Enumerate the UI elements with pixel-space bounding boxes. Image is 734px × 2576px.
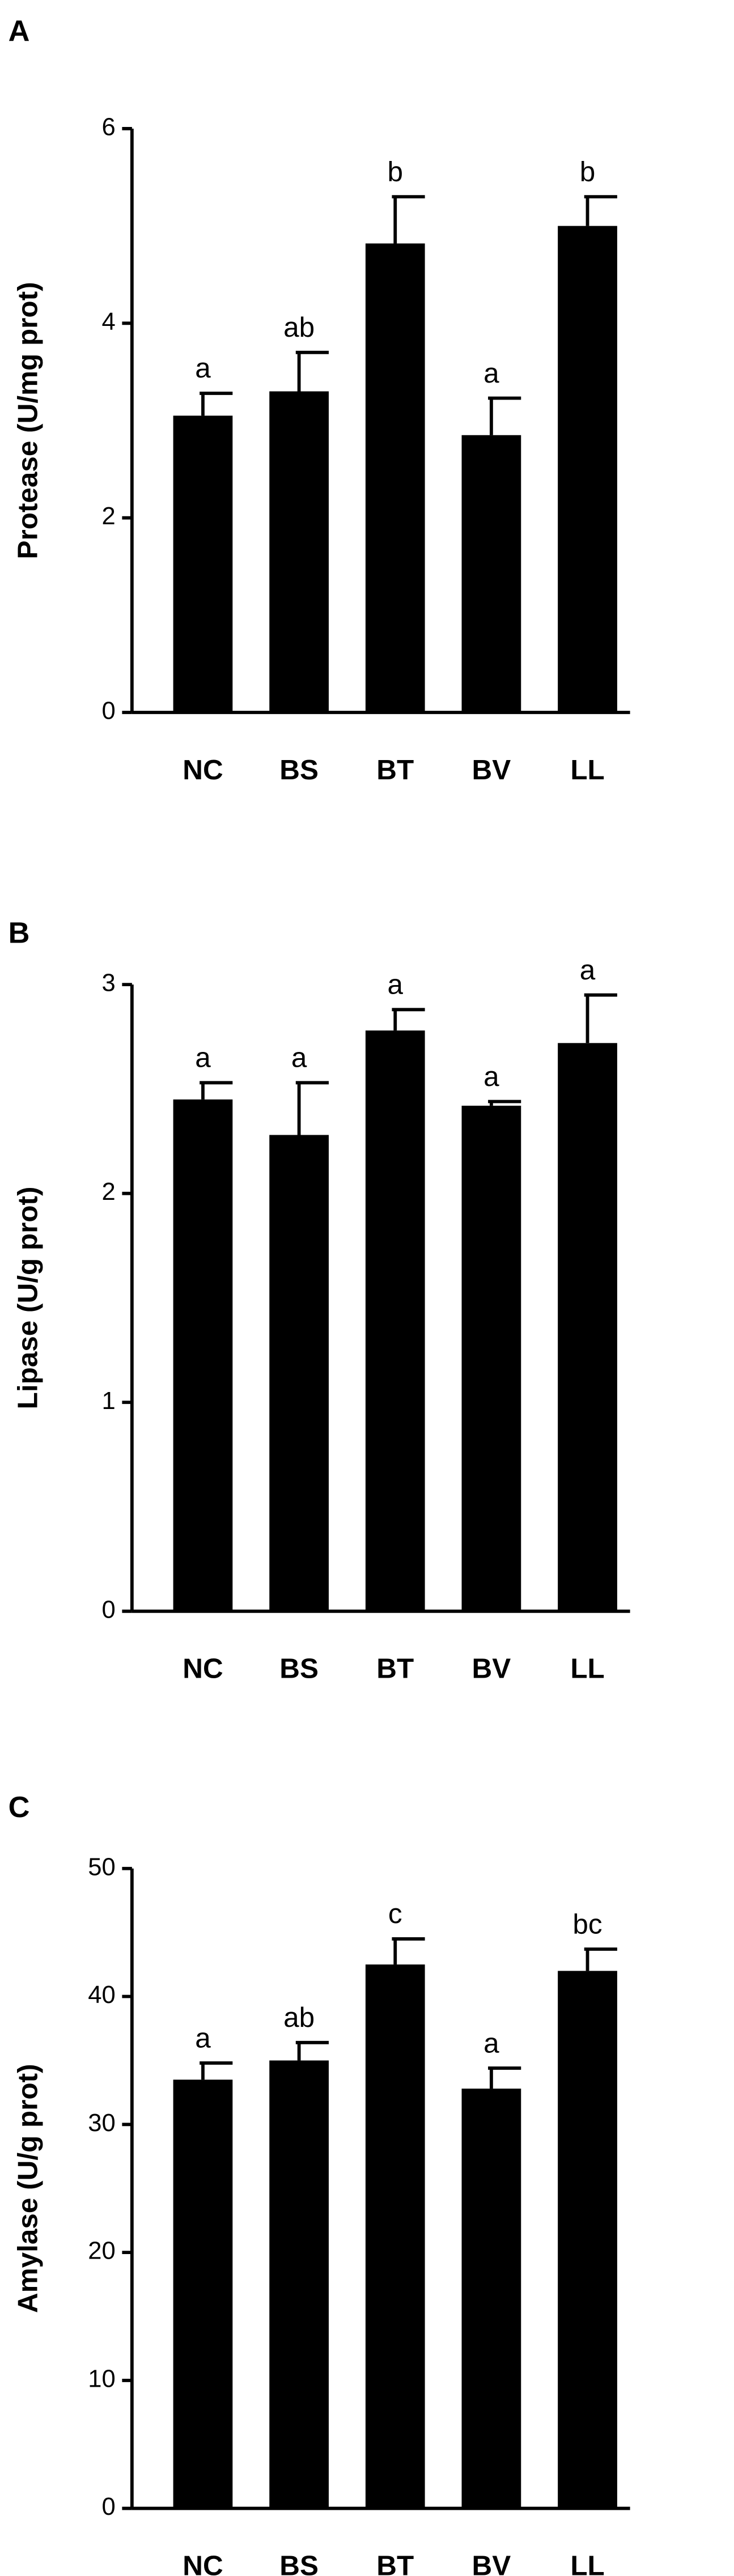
bar (558, 226, 617, 713)
y-tick-label: 0 (102, 2493, 116, 2520)
y-tick-label: 0 (102, 1595, 116, 1623)
significance-letter: b (387, 156, 403, 187)
bar (461, 435, 521, 713)
y-tick-label: 6 (102, 113, 116, 141)
significance-letter: a (195, 2022, 211, 2053)
x-tick-label: NC (183, 2550, 223, 2576)
significance-letter: ab (283, 2002, 315, 2033)
bar (365, 243, 425, 713)
y-tick-label: 3 (102, 969, 116, 997)
y-axis-label: Amylase (U/g prot) (12, 2064, 44, 2313)
y-tick-label: 40 (88, 1981, 116, 2009)
x-tick-label: BV (472, 754, 511, 786)
y-tick-label: 20 (88, 2237, 116, 2265)
y-tick-label: 0 (102, 697, 116, 725)
bar (269, 2060, 329, 2509)
significance-letter: a (483, 2027, 499, 2059)
panel-label: C (9, 1791, 30, 1824)
y-tick-label: 1 (102, 1387, 116, 1415)
y-tick-label: 30 (88, 2109, 116, 2137)
significance-letter: a (580, 954, 596, 986)
bar (365, 1964, 425, 2509)
x-tick-label: LL (570, 1653, 604, 1684)
bar (173, 1099, 233, 1611)
significance-letter: a (195, 353, 211, 384)
significance-letter: bc (572, 1908, 602, 1940)
significance-letter: a (483, 358, 499, 389)
y-axis-label: Protease (U/mg prot) (12, 282, 44, 559)
y-tick-label: 2 (102, 1178, 116, 1206)
significance-letter: a (483, 1061, 499, 1092)
y-tick-label: 10 (88, 2365, 116, 2392)
significance-letter: a (387, 969, 403, 1000)
x-tick-label: BS (279, 1653, 319, 1684)
bar (558, 1043, 617, 1611)
significance-letter: a (291, 1042, 307, 1073)
x-tick-label: BV (472, 1653, 511, 1684)
panel-label: B (9, 917, 30, 950)
x-tick-label: BV (472, 2550, 511, 2576)
bar (461, 2089, 521, 2509)
y-axis-label: Lipase (U/g prot) (12, 1187, 44, 1410)
y-tick-label: 2 (102, 502, 116, 530)
x-tick-label: LL (570, 754, 604, 786)
x-tick-label: BT (376, 1653, 414, 1684)
significance-letter: b (580, 156, 596, 187)
bar (173, 415, 233, 713)
bar (365, 1030, 425, 1611)
panel-label: A (9, 15, 30, 48)
bar (269, 1135, 329, 1611)
significance-letter: a (195, 1042, 211, 1073)
x-tick-label: NC (183, 754, 223, 786)
bar (461, 1105, 521, 1611)
significance-letter: ab (283, 312, 315, 343)
bar (173, 2080, 233, 2509)
significance-letter: c (388, 1898, 402, 1929)
x-tick-label: BS (279, 2550, 319, 2576)
bar (558, 1971, 617, 2509)
x-tick-label: LL (570, 2550, 604, 2576)
x-tick-label: NC (183, 1653, 223, 1684)
y-tick-label: 4 (102, 308, 116, 336)
x-tick-label: BT (376, 754, 414, 786)
x-tick-label: BT (376, 2550, 414, 2576)
y-tick-label: 50 (88, 1853, 116, 1881)
x-tick-label: BS (279, 754, 319, 786)
bar (269, 391, 329, 713)
